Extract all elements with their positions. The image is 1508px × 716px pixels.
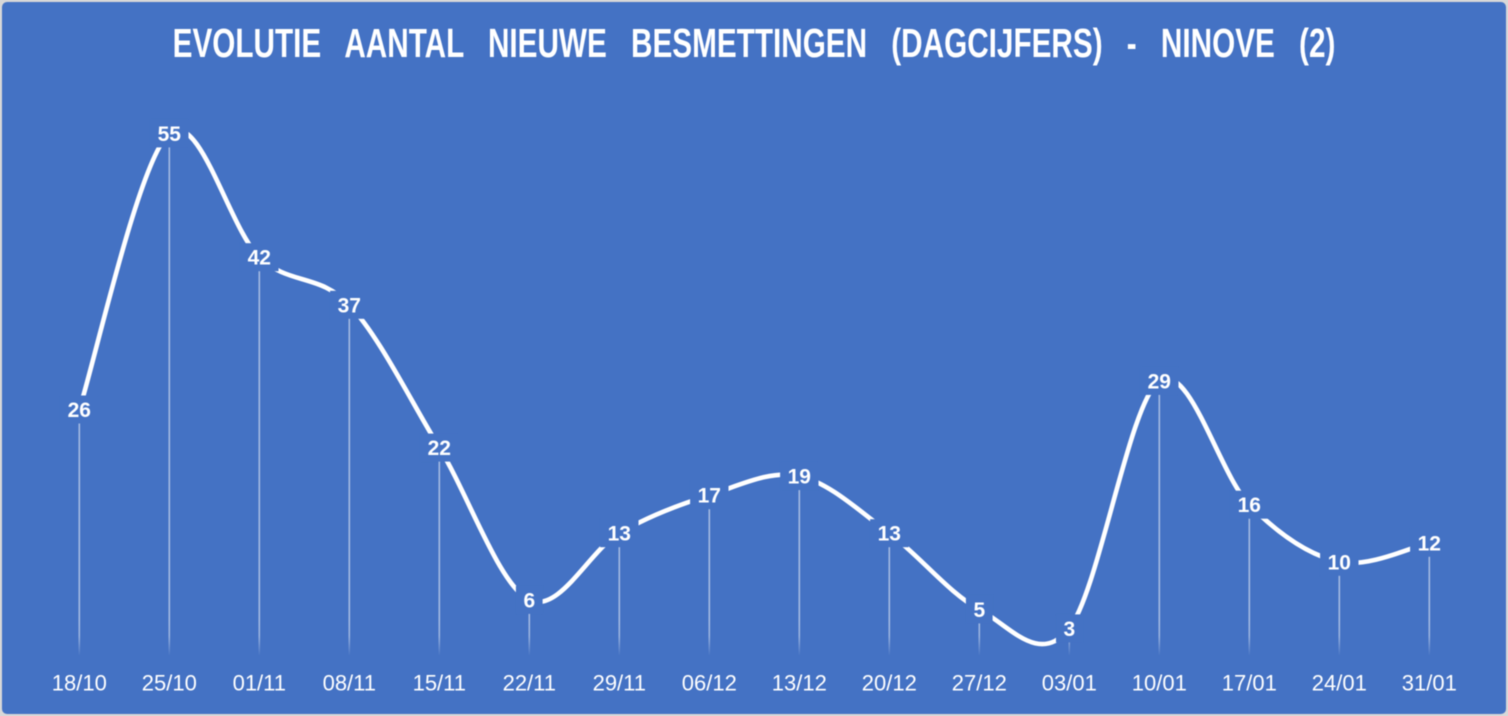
svg-text:13: 13 <box>878 523 901 546</box>
svg-text:55: 55 <box>158 123 182 146</box>
svg-text:13: 13 <box>608 523 631 546</box>
svg-text:27/12: 27/12 <box>952 671 1007 696</box>
svg-text:5: 5 <box>973 599 985 622</box>
svg-text:06/12: 06/12 <box>682 671 737 696</box>
svg-text:EVOLUTIE AANTAL NIEUWE BESMETT: EVOLUTIE AANTAL NIEUWE BESMETTINGEN (DAG… <box>173 20 1336 66</box>
svg-text:22: 22 <box>428 437 451 460</box>
svg-text:17: 17 <box>698 485 721 508</box>
svg-text:24/01: 24/01 <box>1312 671 1367 696</box>
svg-text:18/10: 18/10 <box>52 671 107 696</box>
svg-text:31/01: 31/01 <box>1402 671 1457 696</box>
svg-text:22/11: 22/11 <box>503 671 556 696</box>
svg-text:6: 6 <box>523 589 535 612</box>
svg-text:10: 10 <box>1328 551 1351 574</box>
svg-text:29: 29 <box>1148 370 1171 393</box>
svg-text:17/01: 17/01 <box>1222 671 1277 696</box>
svg-text:10/01: 10/01 <box>1132 671 1187 696</box>
svg-text:08/11: 08/11 <box>323 671 376 696</box>
svg-text:25/10: 25/10 <box>142 671 197 696</box>
svg-text:3: 3 <box>1063 618 1075 641</box>
svg-text:29/11: 29/11 <box>593 671 646 696</box>
svg-text:12: 12 <box>1418 532 1441 555</box>
svg-text:16: 16 <box>1238 494 1261 517</box>
svg-text:42: 42 <box>248 247 271 270</box>
svg-text:19: 19 <box>788 466 811 489</box>
svg-text:03/01: 03/01 <box>1042 671 1097 696</box>
svg-text:37: 37 <box>338 294 361 317</box>
svg-text:01/11: 01/11 <box>233 671 286 696</box>
svg-text:13/12: 13/12 <box>772 671 827 696</box>
svg-text:15/11: 15/11 <box>413 671 466 696</box>
svg-text:20/12: 20/12 <box>862 671 917 696</box>
svg-text:26: 26 <box>68 399 91 422</box>
